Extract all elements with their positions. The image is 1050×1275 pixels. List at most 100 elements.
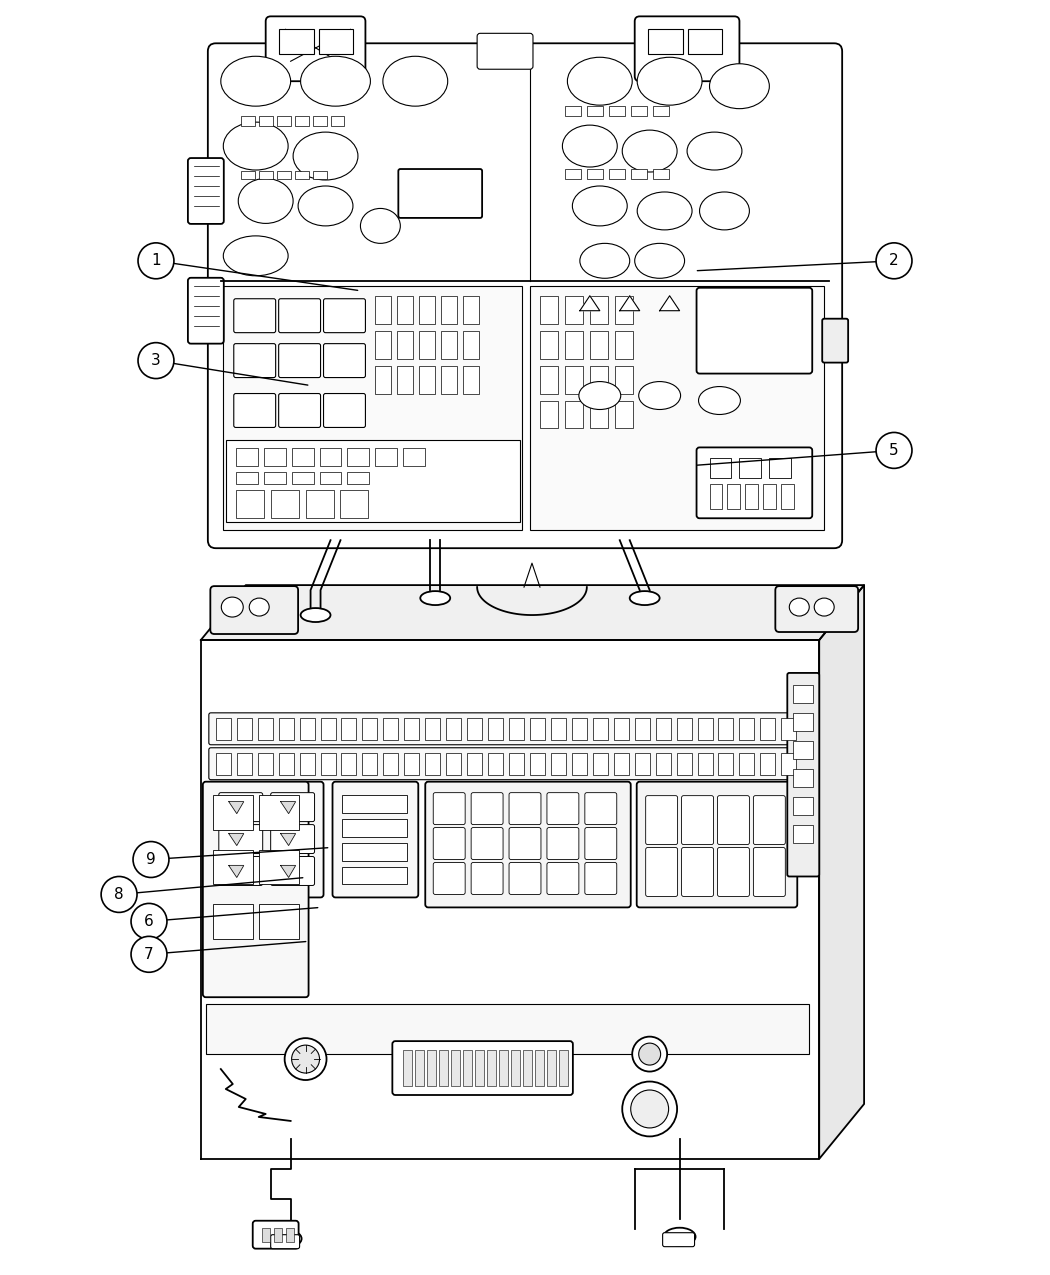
FancyBboxPatch shape bbox=[210, 586, 298, 634]
Bar bbox=[463, 330, 479, 358]
Ellipse shape bbox=[637, 193, 692, 230]
Text: 1: 1 bbox=[151, 254, 161, 268]
Bar bbox=[213, 849, 253, 885]
Bar bbox=[614, 296, 633, 324]
Bar bbox=[593, 752, 608, 775]
Ellipse shape bbox=[623, 130, 677, 172]
Polygon shape bbox=[819, 585, 864, 1159]
Bar bbox=[342, 843, 407, 861]
Bar bbox=[534, 1051, 544, 1086]
Bar bbox=[264, 449, 286, 467]
Bar bbox=[547, 1051, 555, 1086]
Bar bbox=[427, 1051, 436, 1086]
FancyBboxPatch shape bbox=[547, 827, 579, 859]
Ellipse shape bbox=[292, 1046, 319, 1074]
Bar bbox=[306, 491, 334, 518]
FancyBboxPatch shape bbox=[203, 782, 309, 997]
Circle shape bbox=[101, 876, 138, 913]
Text: 9: 9 bbox=[146, 852, 155, 867]
Bar bbox=[404, 718, 419, 740]
Bar bbox=[446, 752, 461, 775]
Circle shape bbox=[138, 343, 174, 379]
Bar bbox=[362, 752, 377, 775]
Bar bbox=[278, 752, 294, 775]
Bar bbox=[376, 449, 397, 467]
Bar bbox=[274, 1228, 281, 1242]
Text: 3: 3 bbox=[151, 353, 161, 368]
Bar bbox=[320, 752, 336, 775]
FancyBboxPatch shape bbox=[754, 848, 785, 896]
FancyBboxPatch shape bbox=[209, 747, 806, 780]
Bar bbox=[257, 752, 273, 775]
Bar bbox=[593, 718, 608, 740]
Bar bbox=[236, 718, 252, 740]
Bar bbox=[794, 769, 814, 787]
Ellipse shape bbox=[623, 1081, 677, 1136]
FancyBboxPatch shape bbox=[209, 713, 806, 745]
Bar bbox=[319, 472, 341, 484]
Ellipse shape bbox=[699, 193, 750, 230]
Bar bbox=[781, 718, 796, 740]
FancyBboxPatch shape bbox=[425, 782, 631, 908]
Bar bbox=[565, 170, 581, 179]
Bar bbox=[446, 718, 461, 740]
FancyBboxPatch shape bbox=[646, 796, 677, 844]
FancyBboxPatch shape bbox=[333, 782, 418, 898]
Bar bbox=[770, 459, 792, 478]
Circle shape bbox=[876, 242, 912, 279]
Bar bbox=[206, 1005, 810, 1054]
Ellipse shape bbox=[630, 592, 659, 606]
FancyBboxPatch shape bbox=[218, 825, 262, 853]
Bar bbox=[559, 1051, 568, 1086]
Ellipse shape bbox=[285, 1038, 327, 1080]
Bar bbox=[397, 330, 414, 358]
Bar bbox=[488, 752, 503, 775]
Bar bbox=[348, 472, 370, 484]
Bar bbox=[509, 718, 524, 740]
Bar bbox=[257, 718, 273, 740]
Bar bbox=[276, 171, 291, 179]
FancyBboxPatch shape bbox=[278, 298, 320, 333]
FancyBboxPatch shape bbox=[278, 344, 320, 377]
FancyBboxPatch shape bbox=[434, 793, 465, 825]
Ellipse shape bbox=[238, 179, 293, 223]
Polygon shape bbox=[229, 834, 244, 845]
Circle shape bbox=[131, 936, 167, 973]
Bar bbox=[416, 1051, 424, 1086]
Bar bbox=[236, 752, 252, 775]
Bar bbox=[441, 330, 457, 358]
Bar bbox=[551, 718, 566, 740]
Bar bbox=[313, 171, 327, 179]
Ellipse shape bbox=[224, 236, 288, 275]
Bar bbox=[739, 718, 754, 740]
Bar bbox=[565, 106, 581, 116]
FancyBboxPatch shape bbox=[585, 827, 616, 859]
Bar bbox=[540, 366, 558, 394]
Polygon shape bbox=[201, 640, 819, 1159]
FancyBboxPatch shape bbox=[547, 862, 579, 895]
FancyBboxPatch shape bbox=[393, 1042, 573, 1095]
Bar bbox=[614, 752, 629, 775]
FancyBboxPatch shape bbox=[323, 298, 365, 333]
Bar bbox=[441, 366, 457, 394]
FancyBboxPatch shape bbox=[696, 448, 813, 518]
Bar bbox=[236, 472, 257, 484]
Bar bbox=[590, 330, 608, 358]
Bar bbox=[697, 752, 713, 775]
Bar bbox=[278, 718, 294, 740]
Bar bbox=[794, 797, 814, 815]
FancyBboxPatch shape bbox=[681, 848, 714, 896]
Bar bbox=[540, 400, 558, 428]
Bar bbox=[572, 752, 587, 775]
FancyBboxPatch shape bbox=[323, 344, 365, 377]
FancyBboxPatch shape bbox=[323, 394, 365, 427]
Ellipse shape bbox=[710, 64, 770, 108]
Ellipse shape bbox=[563, 125, 617, 167]
FancyBboxPatch shape bbox=[754, 796, 785, 844]
Ellipse shape bbox=[814, 598, 834, 616]
Bar bbox=[240, 116, 255, 126]
Bar bbox=[299, 752, 315, 775]
Bar bbox=[264, 472, 286, 484]
Polygon shape bbox=[280, 866, 296, 877]
Bar bbox=[631, 170, 647, 179]
